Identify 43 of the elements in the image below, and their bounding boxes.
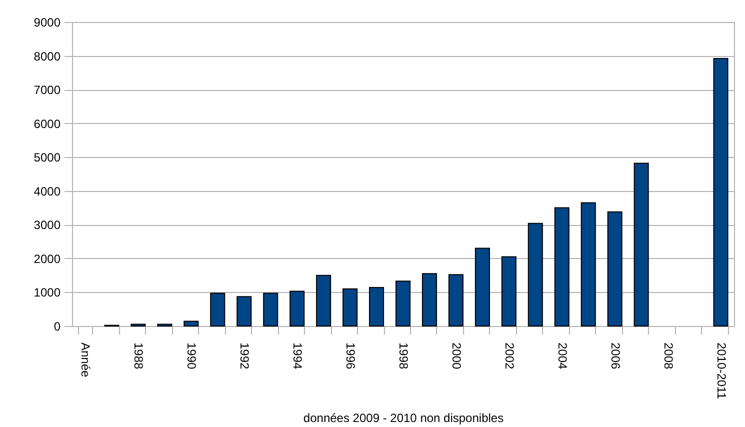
bar [395,280,411,326]
bar [184,320,199,326]
y-tick-label: 4000 [34,184,61,198]
y-tick-label: 9000 [34,16,61,30]
bar [369,286,384,326]
bar [713,58,728,326]
bar [528,222,543,326]
bar [501,256,516,326]
y-tick-label: 6000 [34,116,61,131]
y-tick-label: 0 [54,320,61,334]
bar [634,162,649,326]
x-tick-label: 1988 [132,342,146,370]
x-tick-label: 2006 [608,342,622,370]
y-tick-label: 3000 [34,218,61,232]
bar [342,288,358,326]
x-tick-label: 1996 [344,342,358,370]
bar [316,274,332,326]
x-tick-label: 1994 [290,342,305,370]
bar [474,248,490,326]
x-tick-label: 2004 [555,342,570,370]
bar [236,296,252,326]
y-tick-label: 1000 [34,286,61,300]
bar [607,211,622,326]
x-tick-label: 1992 [238,342,252,370]
x-tick-label: 2002 [502,342,516,370]
x-axis-title: données 2009 - 2010 non disponibles [303,410,504,425]
bar [290,290,305,326]
y-tick-label: 5000 [34,150,61,165]
bar [554,207,570,326]
x-tick-label: Année [78,342,93,378]
bar [422,273,437,326]
x-tick-label: 1998 [396,342,410,370]
x-tick-label: 2000 [449,342,464,370]
y-tick-label: 2000 [34,252,61,266]
bar [580,202,596,326]
x-tick-label: 2010-2011 [714,342,728,400]
bar [263,292,278,326]
y-tick-label: 7000 [34,83,61,98]
bar [210,292,226,326]
x-tick-label: 2008 [661,342,676,370]
y-tick-label: 8000 [34,49,61,64]
bar [448,274,464,326]
x-tick-label: 1990 [184,342,199,370]
